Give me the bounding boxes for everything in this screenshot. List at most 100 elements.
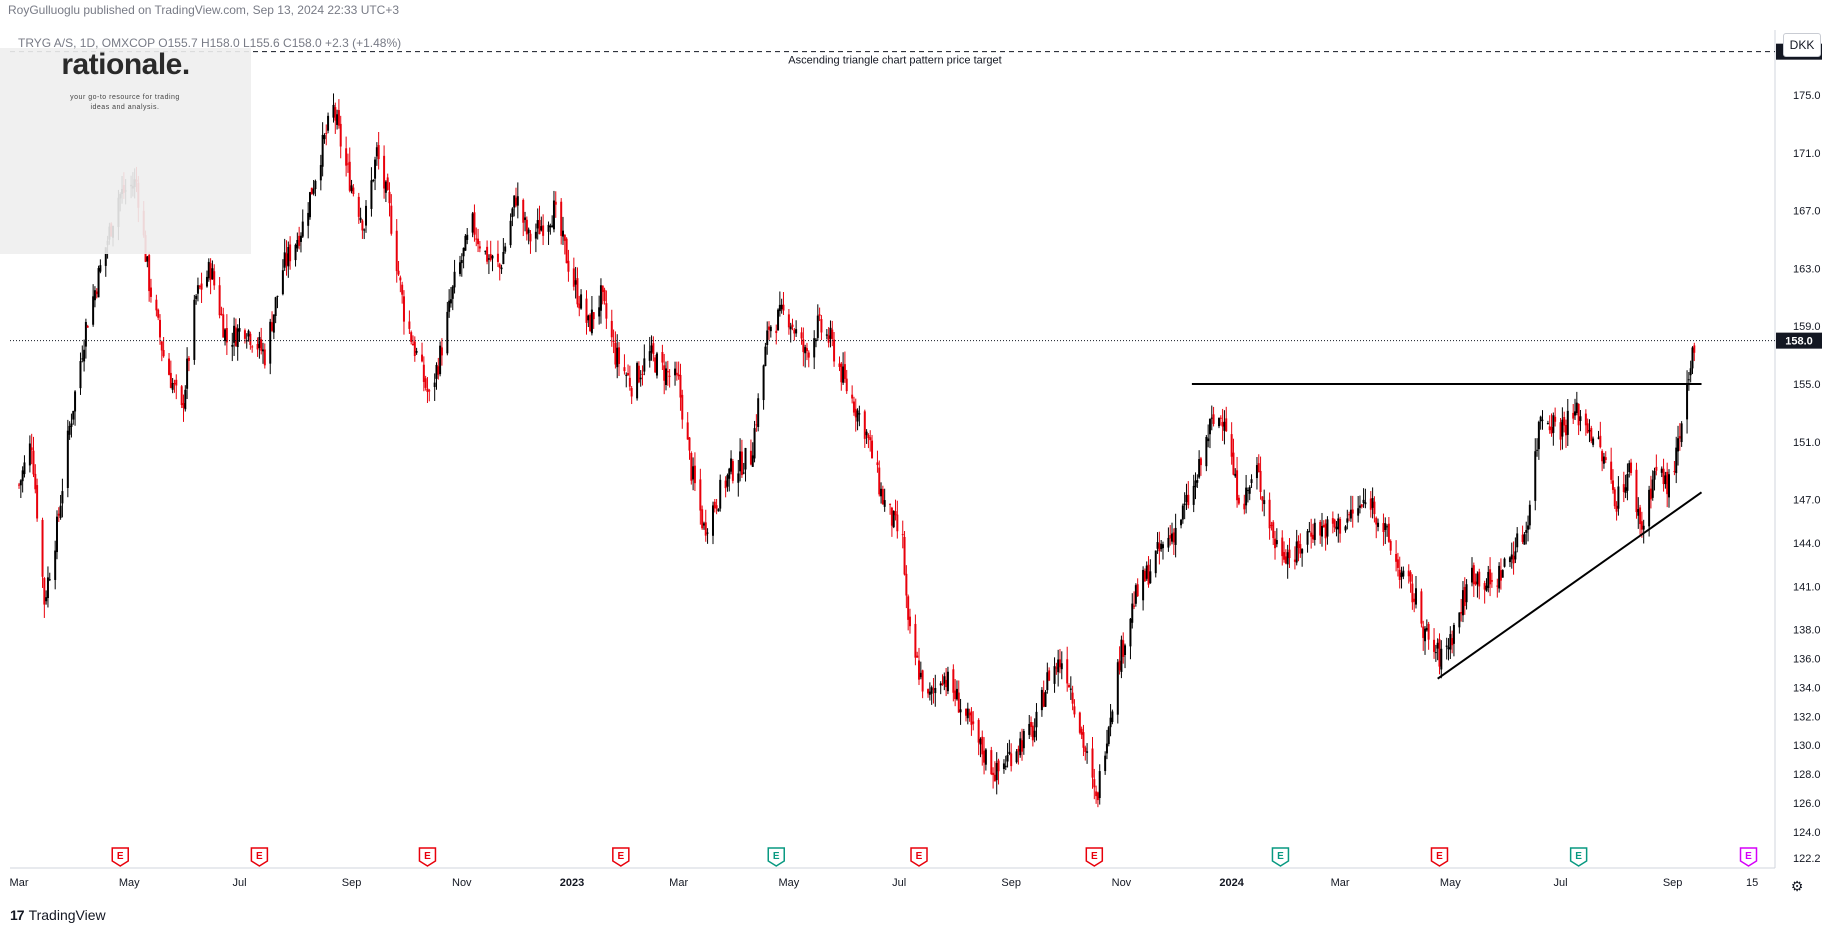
candle-body	[563, 234, 566, 241]
earnings-marker-icon[interactable]: E	[612, 847, 630, 867]
candle-body	[249, 333, 252, 345]
candle-body	[871, 440, 874, 459]
candle-body	[1348, 514, 1351, 516]
candle-body	[693, 465, 696, 484]
candle-body	[675, 372, 678, 375]
earnings-marker-icon[interactable]: E	[418, 847, 437, 867]
candle-body	[650, 345, 653, 353]
candle-body	[245, 340, 248, 342]
candle-body	[1133, 605, 1136, 607]
earnings-marker-icon[interactable]: E	[1085, 847, 1104, 867]
candle-body	[943, 676, 946, 684]
candle-body	[1514, 551, 1517, 560]
candle-body	[668, 375, 671, 377]
candle-body	[1069, 688, 1072, 690]
earnings-marker-icon[interactable]: E	[1739, 847, 1758, 867]
axes-layer: 175.0 171.0 167.0 163.0 159.0 155.0 151.0 147.0…	[10, 43, 1822, 895]
candle-body	[984, 749, 987, 765]
candle-body	[576, 278, 579, 305]
candle-body	[1382, 523, 1385, 533]
earnings-marker-icon[interactable]: E	[111, 847, 129, 867]
candle-body	[623, 367, 626, 372]
candle-body	[41, 519, 44, 577]
candle-body	[1655, 466, 1658, 471]
candle-body	[1541, 419, 1544, 421]
candle-body	[527, 229, 530, 234]
candle-body	[149, 287, 152, 297]
x-tick-label: May	[1440, 877, 1461, 889]
candle-body	[1339, 518, 1342, 534]
candle-body	[446, 311, 449, 354]
candle-body	[1022, 731, 1025, 749]
candle-body	[1653, 470, 1656, 480]
candle-body	[690, 453, 693, 481]
tradingview-footer[interactable]: 17 TradingView	[10, 907, 106, 923]
candle-body	[220, 313, 223, 315]
candle-body	[477, 238, 480, 245]
earnings-marker-icon[interactable]: E	[767, 847, 785, 867]
x-tick-label: Nov	[1112, 877, 1132, 889]
candle-body	[1172, 532, 1175, 543]
candle-body	[421, 354, 424, 362]
earnings-marker-icon[interactable]: E	[1430, 847, 1449, 867]
settings-gear-icon[interactable]: ⚙	[1791, 879, 1804, 895]
earnings-marker-icon[interactable]: E	[910, 847, 928, 867]
symbol-ohlc-legend[interactable]: TRYG A/S, 1D, OMXCOP O155.7 H158.0 L155.…	[18, 36, 402, 50]
earnings-marker-icon[interactable]: E	[1271, 847, 1290, 867]
candle-body	[919, 672, 922, 678]
candle-body	[1465, 584, 1468, 603]
earnings-marker-icon[interactable]: E	[1569, 847, 1588, 867]
candle-body	[1082, 732, 1085, 748]
candle-body	[1389, 541, 1392, 551]
candle-body	[377, 145, 380, 160]
candle-body	[453, 271, 456, 288]
x-tick-label: Jul	[892, 877, 906, 889]
candle-body	[1171, 533, 1174, 542]
candle-body	[234, 327, 237, 346]
candle-body	[1546, 423, 1549, 425]
candle-body	[1295, 541, 1298, 563]
currency-button[interactable]: DKK	[1783, 33, 1821, 57]
candle-body	[296, 239, 299, 249]
candle-body	[1498, 565, 1501, 589]
candle-body	[408, 321, 411, 329]
candle-body	[1373, 501, 1376, 515]
candle-body	[1584, 413, 1587, 426]
candle-body	[966, 708, 969, 719]
candle-body	[19, 480, 22, 486]
candle-body	[1349, 509, 1352, 519]
candle-body	[401, 284, 404, 295]
candle-body	[565, 238, 568, 264]
earnings-marker-icon[interactable]: E	[250, 847, 269, 867]
candle-body	[312, 188, 315, 194]
candle-body	[269, 321, 272, 364]
candle-body	[339, 123, 342, 147]
candle-body	[95, 291, 98, 295]
candle-body	[1154, 550, 1157, 574]
candle-body	[321, 134, 324, 167]
candle-body	[484, 250, 487, 252]
candle-body	[281, 270, 284, 295]
candle-body	[901, 534, 904, 536]
candle-body	[637, 365, 640, 383]
candle-body	[612, 340, 615, 342]
candle-body	[665, 368, 668, 386]
candle-body	[603, 289, 606, 302]
candle-body	[952, 669, 955, 693]
candle-body	[1362, 499, 1365, 503]
candle-body	[1223, 421, 1226, 431]
candle-body	[807, 352, 810, 358]
candle-body	[1445, 645, 1448, 647]
candle-body	[1369, 498, 1372, 510]
candle-body	[1474, 581, 1477, 585]
candle-body	[1364, 502, 1367, 505]
candle-body	[513, 195, 516, 208]
candle-body	[294, 244, 297, 261]
candle-body	[578, 303, 581, 309]
candle-body	[549, 225, 552, 228]
candle-body	[1313, 522, 1316, 540]
candle-body	[804, 347, 807, 354]
candle-body	[840, 363, 843, 383]
candle-body	[412, 343, 415, 346]
